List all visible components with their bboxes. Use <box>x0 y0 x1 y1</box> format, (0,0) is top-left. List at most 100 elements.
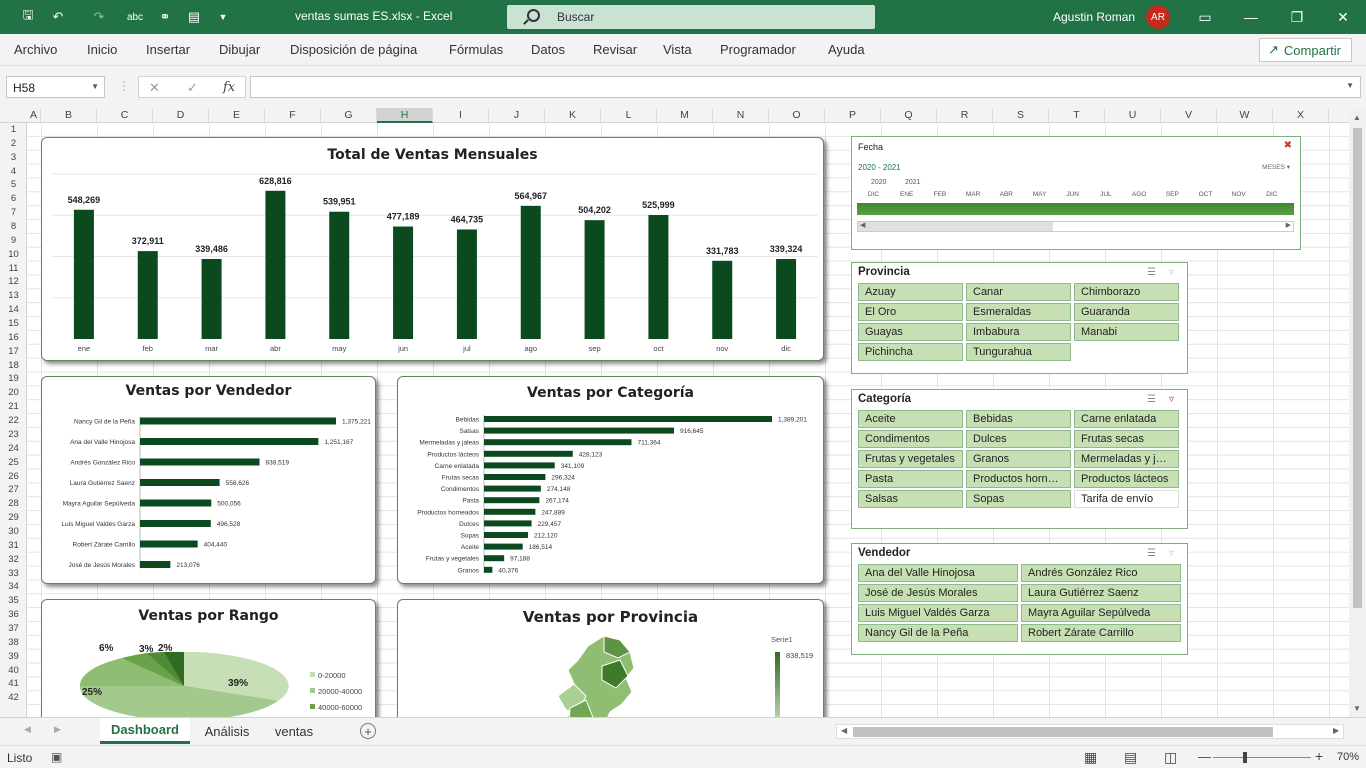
chart-sales-by-province[interactable]: Ventas por Provincia Serie1 838,519 156,… <box>397 599 824 717</box>
row-header[interactable]: 20 <box>8 387 19 399</box>
timeline-month[interactable]: MAR <box>965 191 981 198</box>
row-header[interactable]: 7 <box>10 207 17 219</box>
page-break-icon[interactable]: ◫ <box>1164 749 1178 765</box>
column-header[interactable]: M <box>657 108 713 123</box>
slicer-item[interactable]: Nancy Gil de la Peña <box>858 624 1018 642</box>
chart-sales-by-seller[interactable]: Ventas por Vendedor Nancy Gil de la Peña… <box>41 376 376 584</box>
tab-disposicion[interactable]: Disposición de página <box>290 42 418 57</box>
row-header[interactable]: 30 <box>8 525 19 537</box>
prev-sheet-icon[interactable]: ◀ <box>24 724 31 734</box>
tab-archivo[interactable]: Archivo <box>14 42 58 57</box>
row-header[interactable]: 3 <box>10 151 17 163</box>
row-header[interactable]: 35 <box>8 595 19 607</box>
slicer-item[interactable]: Bebidas <box>966 410 1071 428</box>
row-header[interactable]: 10 <box>8 248 19 260</box>
slicer-item[interactable]: Carne enlatada <box>1074 410 1179 428</box>
column-header[interactable]: I <box>433 108 489 123</box>
tab-programador[interactable]: Programador <box>720 42 796 57</box>
slicer-item[interactable]: Sopas <box>966 490 1071 508</box>
column-header[interactable]: E <box>209 108 265 123</box>
timeline-fecha[interactable]: Fecha ✖ 2020 - 2021 MESES ▾ 2020 2021 DI… <box>851 136 1301 250</box>
macro-record-icon[interactable]: ▣ <box>51 750 63 764</box>
horizontal-scrollbar[interactable]: ◀ ▶ <box>836 724 1344 739</box>
timeline-selection-bar[interactable] <box>857 203 1294 215</box>
slicer-item[interactable]: Mayra Aguilar Sepúlveda <box>1021 604 1181 622</box>
zoom-slider[interactable] <box>1213 757 1311 758</box>
tab-dibujar[interactable]: Dibujar <box>219 42 261 57</box>
row-header[interactable]: 38 <box>8 636 19 648</box>
timeline-month[interactable]: NOV <box>1231 191 1246 198</box>
spelling-icon[interactable]: abc <box>126 11 144 23</box>
row-header[interactable]: 17 <box>8 345 19 357</box>
slicer-item[interactable]: Dulces <box>966 430 1071 448</box>
timeline-month[interactable]: MAY <box>1032 191 1047 198</box>
tab-ayuda[interactable]: Ayuda <box>828 42 865 57</box>
slicer-item[interactable]: Laura Gutiérrez Saenz <box>1021 584 1181 602</box>
column-header[interactable]: F <box>265 108 321 123</box>
slicer-item[interactable]: Azuay <box>858 283 963 301</box>
row-header[interactable]: 18 <box>8 359 19 371</box>
timeline-month[interactable]: FEB <box>933 191 947 198</box>
row-header[interactable]: 6 <box>10 193 17 205</box>
row-header[interactable]: 39 <box>8 650 19 662</box>
slicer-item[interactable]: Productos horneа... <box>966 470 1071 488</box>
chart-sales-by-range[interactable]: Ventas por Rango 39% 25% 6% 3% 2% 0-2000… <box>41 599 376 717</box>
zoom-in-button[interactable]: + <box>1315 748 1324 764</box>
row-header[interactable]: 13 <box>8 290 19 302</box>
timeline-scroll-thumb[interactable] <box>858 222 1053 231</box>
column-header[interactable]: O <box>769 108 825 123</box>
zoom-out-button[interactable]: — <box>1198 749 1211 764</box>
slicer-item[interactable]: Guayas <box>858 323 963 341</box>
timeline-month[interactable]: ENE <box>900 191 914 198</box>
timeline-month[interactable]: JUN <box>1066 191 1079 198</box>
slicer-item[interactable]: Esmeraldas <box>966 303 1071 321</box>
slicer-item[interactable]: Andrés González Rico <box>1021 564 1181 582</box>
tab-formulas[interactable]: Fórmulas <box>449 42 504 57</box>
tab-revisar[interactable]: Revisar <box>593 42 638 57</box>
row-header[interactable]: 23 <box>8 428 19 440</box>
formula-input[interactable]: ▼ <box>250 76 1361 98</box>
slicer-item[interactable]: Condimentos <box>858 430 963 448</box>
column-header[interactable]: V <box>1161 108 1217 123</box>
timeline-month[interactable]: DIC <box>867 191 880 198</box>
expand-formula-icon[interactable]: ▼ <box>1346 81 1354 90</box>
slicer-item[interactable]: Tarifa de envío <box>1074 490 1179 508</box>
save-icon[interactable]: 🖫 <box>22 7 34 22</box>
scroll-thumb[interactable] <box>1353 128 1362 608</box>
slicer-item[interactable]: José de Jesús Morales <box>858 584 1018 602</box>
clear-filter-icon[interactable]: ▿ <box>1169 548 1175 559</box>
column-header[interactable]: Q <box>881 108 937 123</box>
row-header[interactable]: 1 <box>10 124 17 135</box>
link-icon[interactable]: ⚭ <box>159 9 171 24</box>
tab-insertar[interactable]: Insertar <box>146 42 191 57</box>
column-header[interactable]: W <box>1217 108 1273 123</box>
slicer-item[interactable]: El Oro <box>858 303 963 321</box>
sheet-tab-ventas[interactable]: ventas <box>274 723 314 739</box>
row-header[interactable]: 14 <box>8 304 19 316</box>
row-header[interactable]: 29 <box>8 512 19 524</box>
row-header[interactable]: 34 <box>8 581 19 593</box>
h-scroll-thumb[interactable] <box>853 727 1273 737</box>
clear-filter-icon[interactable]: ▿ <box>1169 394 1175 405</box>
avatar[interactable]: AR <box>1146 5 1170 29</box>
slicer-item[interactable]: Pasta <box>858 470 963 488</box>
slicer-categoria[interactable]: Categoría ☰ ▿ Aceite Bebidas Carne enlatad… <box>851 389 1188 529</box>
zoom-slider-thumb[interactable] <box>1243 752 1247 763</box>
slicer-item[interactable]: Robert Zárate Carrillo <box>1021 624 1181 642</box>
column-header[interactable]: G <box>321 108 377 123</box>
sheet-tab-dashboard[interactable]: Dashboard <box>100 718 190 744</box>
timeline-month[interactable]: SEP <box>1165 191 1179 198</box>
slicer-item[interactable]: Manabi <box>1074 323 1179 341</box>
row-header[interactable]: 37 <box>8 622 19 634</box>
column-header[interactable]: H <box>377 108 433 123</box>
scroll-left-icon[interactable]: ◀ <box>841 726 848 735</box>
sheet-tab-analisis[interactable]: Análisis <box>204 723 250 739</box>
clear-filter-icon[interactable]: ▿ <box>1169 267 1175 278</box>
multiselect-icon[interactable]: ☰ <box>1147 548 1156 559</box>
row-header[interactable]: 8 <box>10 221 17 233</box>
slicer-vendedor[interactable]: Vendedor ☰ ▿ Ana del Valle Hinojosa André… <box>851 543 1188 655</box>
column-header[interactable]: L <box>601 108 657 123</box>
row-header[interactable]: 41 <box>8 678 19 690</box>
timeline-month[interactable]: AGO <box>1131 191 1147 198</box>
column-header[interactable]: U <box>1105 108 1161 123</box>
